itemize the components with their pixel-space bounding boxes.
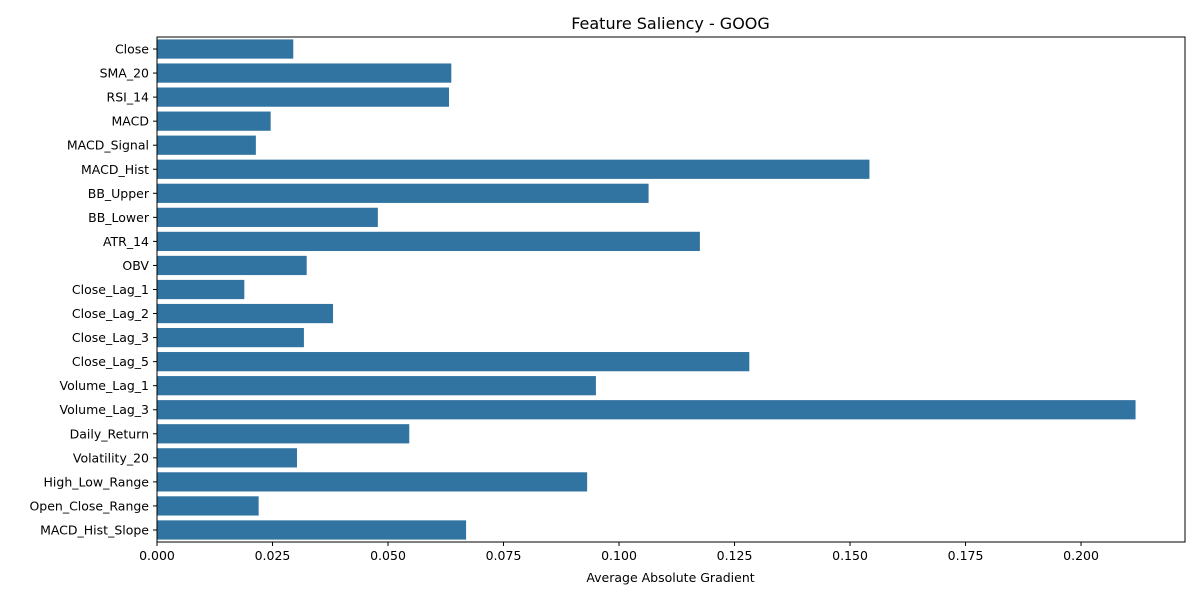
y-tick-label: MACD_Hist [81, 162, 149, 177]
y-tick-label: Close_Lag_1 [72, 282, 149, 297]
y-tick-label: BB_Lower [88, 210, 150, 225]
y-tick-label: ATR_14 [103, 234, 149, 249]
bar-close-lag-1 [157, 279, 245, 300]
y-tick-label: Close_Lag_3 [72, 330, 149, 345]
bar-close-lag-2 [157, 303, 334, 324]
y-tick-label: Volume_Lag_1 [59, 378, 149, 393]
plot-frame [156, 36, 1186, 543]
bars-group [157, 39, 1136, 540]
y-axis-ticks: Close SMA_20 RSI_14 MACD MACD_Signal MACD_His… [29, 42, 157, 537]
x-tick-label: 0.075 [486, 548, 522, 563]
y-tick-label: Daily_Return [70, 426, 149, 441]
bar-close [157, 39, 294, 59]
bar-close-lag-5 [157, 352, 750, 372]
x-tick-label: 0.050 [370, 548, 406, 563]
y-tick-label: MACD_Hist_Slope [40, 522, 149, 537]
chart-title: Feature Saliency - GOOG [571, 14, 770, 33]
bar-close-lag-3 [157, 327, 304, 348]
bar-atr-14 [157, 231, 700, 252]
y-tick-label: Volatility_20 [73, 450, 149, 465]
bar-rsi-14 [157, 87, 449, 107]
y-tick-label: Close_Lag_5 [72, 354, 149, 369]
x-tick-label: 0.200 [1063, 548, 1099, 563]
y-tick-label: BB_Upper [88, 186, 150, 201]
bar-open-close-range [157, 496, 259, 516]
bar-macd-hist [157, 159, 870, 179]
x-axis-ticks: 0.000 0.025 0.050 0.075 0.100 0.125 0.150 0.175… [139, 542, 1099, 563]
bar-sma-20 [157, 63, 452, 83]
bar-daily-return [157, 424, 410, 444]
bar-volume-lag-3 [157, 400, 1136, 420]
bar-volume-lag-1 [157, 376, 596, 396]
x-tick-label: 0.025 [255, 548, 291, 563]
y-tick-label: MACD_Signal [67, 138, 149, 153]
y-tick-label: Close_Lag_2 [72, 306, 149, 321]
bar-obv [157, 255, 307, 276]
x-tick-label: 0.150 [832, 548, 868, 563]
x-axis-label: Average Absolute Gradient [586, 570, 754, 585]
x-tick-label: 0.175 [948, 548, 984, 563]
bar-bb-upper [157, 183, 649, 203]
bar-macd-signal [157, 135, 256, 155]
y-tick-label: SMA_20 [100, 66, 149, 81]
y-tick-label: Open_Close_Range [29, 498, 149, 513]
x-tick-label: 0.100 [601, 548, 637, 563]
bar-volatility-20 [157, 448, 297, 468]
y-tick-label: RSI_14 [107, 90, 150, 105]
y-tick-label: MACD [112, 114, 149, 129]
x-tick-label: 0.125 [717, 548, 753, 563]
y-tick-label: OBV [122, 258, 149, 273]
bar-macd-hist-slope [157, 520, 467, 540]
y-tick-label: Close [115, 42, 149, 57]
bar-high-low-range [157, 472, 588, 492]
y-tick-label: Volume_Lag_3 [59, 402, 149, 417]
bar-macd [157, 111, 271, 131]
y-tick-label: High_Low_Range [44, 474, 150, 489]
x-tick-label: 0.000 [139, 548, 175, 563]
bar-bb-lower [157, 207, 378, 227]
